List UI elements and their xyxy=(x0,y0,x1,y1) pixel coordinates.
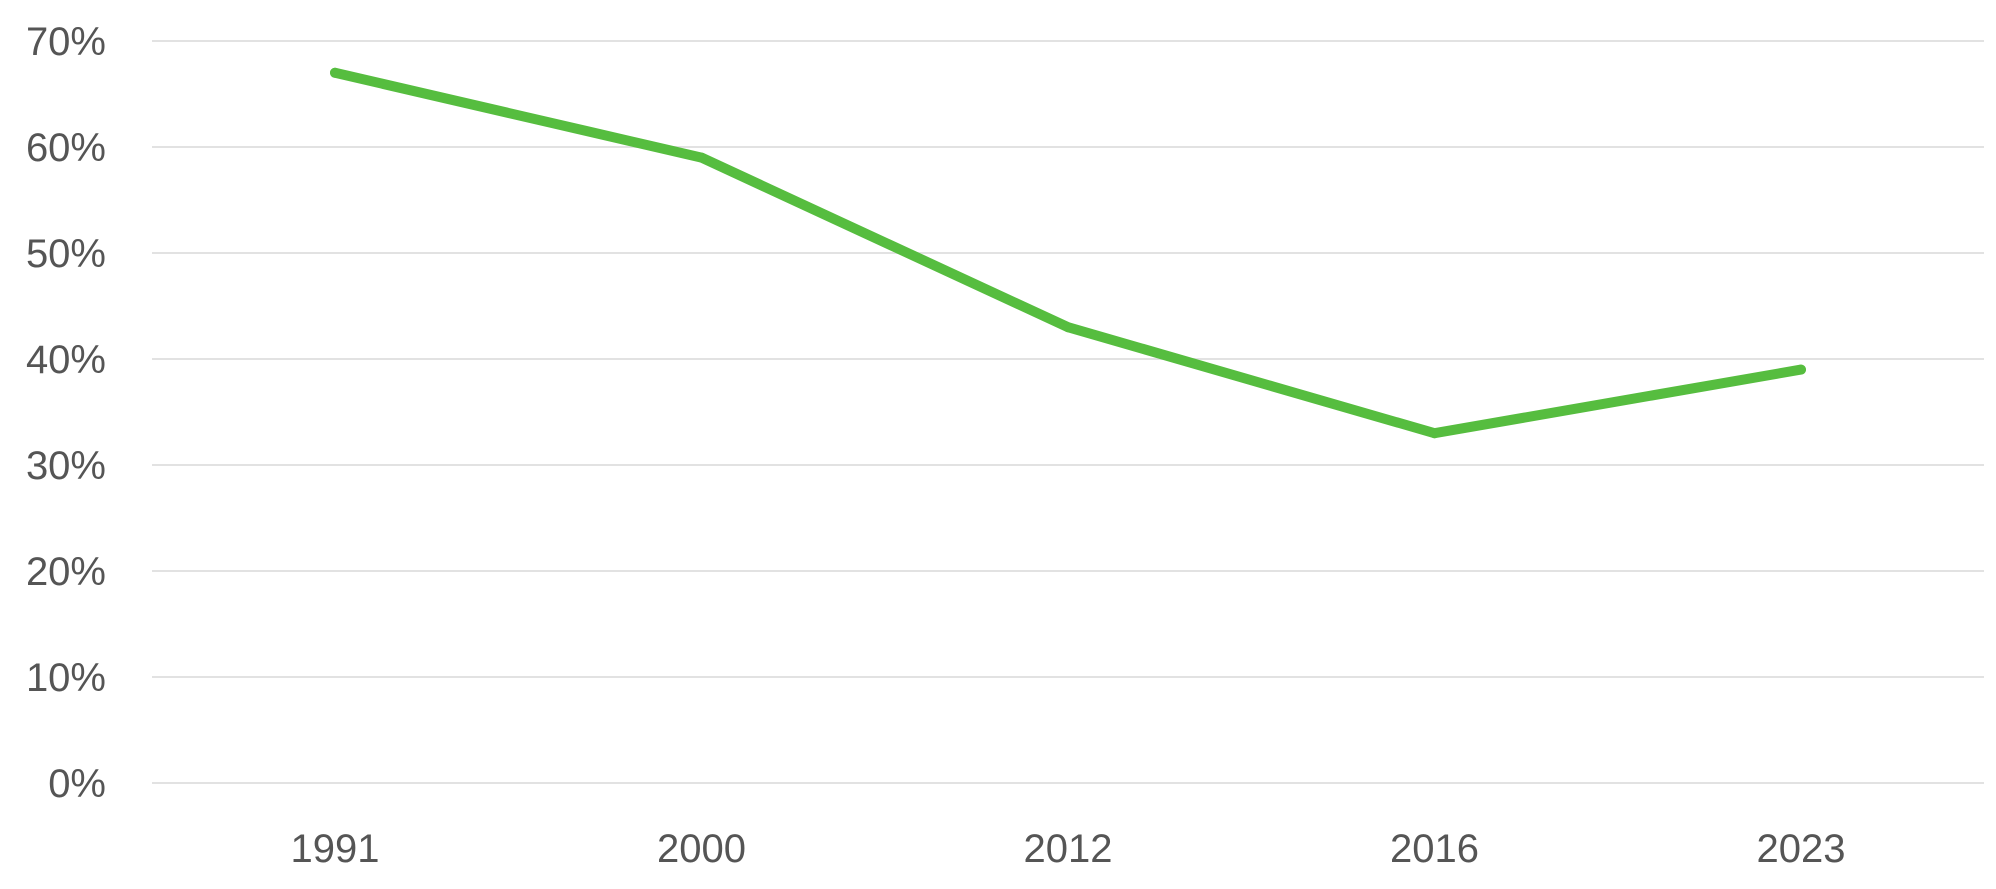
y-axis-tick-labels: 0% 10% 20% 30% 40% 50% 60% 70% xyxy=(26,20,106,806)
data-point-2012 xyxy=(1063,322,1073,333)
data-point-2000 xyxy=(696,152,707,163)
data-point-1991 xyxy=(330,67,340,78)
x-tick-label: 2016 xyxy=(1390,827,1479,871)
y-tick-label: 20% xyxy=(26,550,106,594)
y-tick-label: 10% xyxy=(26,656,106,700)
y-tick-label: 50% xyxy=(26,232,106,276)
x-tick-label: 2012 xyxy=(1024,827,1113,871)
y-tick-label: 70% xyxy=(26,20,106,64)
x-tick-label: 1991 xyxy=(291,827,380,871)
x-tick-label: 2000 xyxy=(657,827,746,871)
y-tick-label: 30% xyxy=(26,444,106,488)
series-lines xyxy=(330,67,1806,439)
data-point-2016 xyxy=(1429,428,1440,439)
x-axis-tick-labels: 1991 2000 2012 2016 2023 xyxy=(291,827,1846,871)
gridlines xyxy=(152,40,1984,784)
y-tick-label: 0% xyxy=(48,762,106,806)
y-tick-label: 40% xyxy=(26,338,106,382)
data-point-2023 xyxy=(1796,364,1806,375)
x-tick-label: 2023 xyxy=(1757,827,1846,871)
y-tick-label: 60% xyxy=(26,126,106,170)
